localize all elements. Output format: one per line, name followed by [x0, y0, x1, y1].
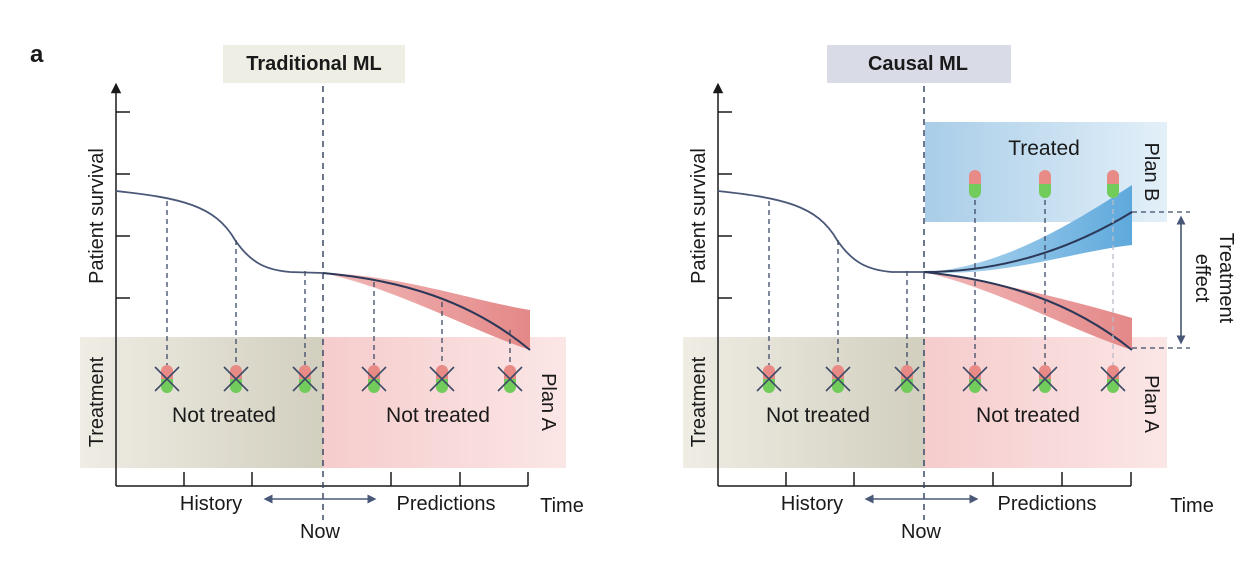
crossed-pill-icon — [894, 365, 920, 393]
right-plan-b-uncertainty — [924, 185, 1132, 273]
right-prediction-region-label: Not treated — [976, 404, 1080, 427]
right-title-box — [827, 45, 1011, 83]
crossed-pill-icon — [361, 365, 387, 393]
treatment-effect-label-line1: Treatment — [1215, 233, 1237, 324]
right-treated-pills — [969, 170, 1119, 198]
right-predictions-label: Predictions — [998, 493, 1097, 515]
left-y-axis-label: Patient survival — [86, 148, 108, 284]
crossed-pill-icon — [962, 365, 988, 393]
right-plan-a-label: Plan A — [1140, 375, 1162, 433]
crossed-pill-icon — [223, 365, 249, 393]
treatment-effect-bracket — [1132, 211, 1190, 349]
pill-icon — [1039, 170, 1051, 198]
left-panel: Traditional ML — [80, 45, 584, 543]
right-now-label: Now — [901, 521, 942, 543]
crossed-pill-icon — [154, 365, 180, 393]
left-history-region-label: Not treated — [172, 404, 276, 427]
left-title: Traditional ML — [246, 53, 382, 75]
right-title: Causal ML — [868, 53, 968, 75]
left-prediction-curve — [322, 272, 531, 351]
panel-label: a — [30, 41, 44, 68]
left-x-ticks — [183, 472, 529, 486]
right-history-label: History — [781, 493, 843, 515]
left-crossed-pills — [154, 365, 523, 393]
right-plan-a-curve — [923, 271, 1133, 351]
crossed-pill-icon — [1100, 365, 1126, 393]
left-history-label: History — [180, 493, 242, 515]
crossed-pill-icon — [756, 365, 782, 393]
left-drop-lines — [166, 201, 511, 366]
left-time-label: Time — [540, 495, 584, 517]
crossed-pill-icon — [429, 365, 455, 393]
right-time-label: Time — [1170, 495, 1214, 517]
right-history-band — [683, 337, 925, 468]
right-history-region-label: Not treated — [766, 404, 870, 427]
left-title-box — [223, 45, 405, 83]
pill-icon — [969, 170, 981, 198]
left-prediction-region-label: Not treated — [386, 404, 490, 427]
right-y-ticks — [718, 111, 732, 299]
right-plan-b-curve — [923, 211, 1133, 273]
right-y-axis-label: Patient survival — [688, 148, 710, 284]
crossed-pill-icon — [825, 365, 851, 393]
right-prediction-band — [925, 337, 1167, 468]
left-now-label: Now — [300, 521, 341, 543]
left-history-band — [80, 337, 323, 468]
right-plan-b-label: Plan B — [1140, 143, 1162, 202]
right-panel: Causal ML — [683, 45, 1237, 543]
left-uncertainty-band — [323, 273, 530, 350]
left-predictions-label: Predictions — [397, 493, 496, 515]
right-plan-a-uncertainty — [924, 272, 1132, 350]
crossed-pill-icon — [292, 365, 318, 393]
left-plan-a-label: Plan A — [537, 373, 559, 431]
right-crossed-pills — [756, 365, 1126, 393]
crossed-pill-icon — [1032, 365, 1058, 393]
crossed-pill-icon — [497, 365, 523, 393]
pill-icon — [1107, 170, 1119, 198]
right-drop-lines — [768, 200, 1046, 366]
right-x-ticks — [785, 472, 1132, 486]
right-history-curve — [717, 190, 924, 273]
right-treatment-label: Treatment — [688, 356, 710, 447]
left-prediction-band — [323, 337, 566, 468]
left-y-ticks — [116, 111, 130, 299]
left-history-curve — [115, 190, 324, 274]
treatment-effect-label-line2: effect — [1191, 254, 1213, 303]
right-treated-label: Treated — [1008, 137, 1080, 160]
left-treatment-label: Treatment — [86, 356, 108, 447]
